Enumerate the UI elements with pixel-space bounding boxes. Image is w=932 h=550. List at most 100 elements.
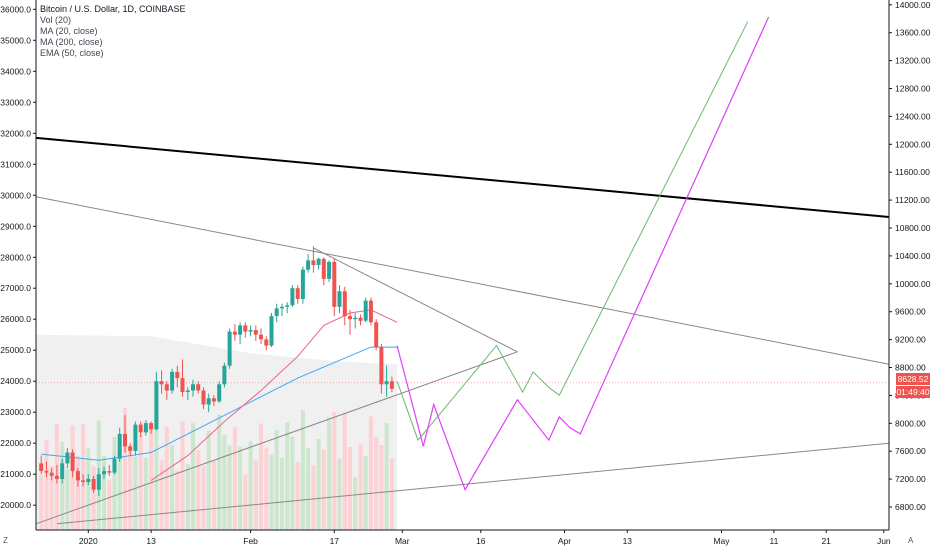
candle-body[interactable] [65, 452, 70, 464]
candle-body[interactable] [238, 325, 243, 335]
volume-bar [311, 464, 316, 531]
candle-body[interactable] [337, 291, 342, 307]
trendline-1[interactable] [35, 136, 890, 218]
candle-body[interactable] [374, 322, 379, 348]
candle-body[interactable] [348, 316, 352, 320]
legend-volume[interactable]: Vol (20) [40, 15, 72, 25]
candle-body[interactable] [117, 433, 122, 459]
candle-body[interactable] [75, 471, 80, 481]
volume-bar [337, 458, 342, 530]
left-tick-label: 31000.0 [0, 159, 31, 169]
candle-body[interactable] [274, 308, 279, 317]
candle-body[interactable] [133, 424, 138, 451]
volume-bar [363, 456, 368, 530]
candle-body[interactable] [49, 472, 54, 476]
x-tick-label: 13 [146, 536, 156, 546]
candle-body[interactable] [206, 398, 211, 405]
auto-scale-button[interactable]: A [908, 536, 914, 545]
candle-body[interactable] [243, 325, 248, 332]
candle-body[interactable] [138, 424, 143, 433]
candle-body[interactable] [164, 384, 169, 391]
candle-body[interactable] [232, 331, 237, 335]
candle-body[interactable] [363, 300, 368, 321]
candle-body[interactable] [295, 288, 300, 299]
candle-body[interactable] [253, 330, 258, 335]
candle-body[interactable] [342, 291, 347, 317]
trendline-5[interactable] [56, 442, 890, 525]
left-tick-label: 32000.0 [0, 128, 31, 138]
candle-body[interactable] [159, 381, 164, 385]
candle-body[interactable] [332, 261, 337, 307]
candle-body[interactable] [175, 371, 180, 379]
legend-ma200[interactable]: MA (200, close) [40, 37, 103, 47]
volume-bar [60, 442, 65, 530]
candle-body[interactable] [300, 269, 305, 299]
candle-body[interactable] [86, 478, 91, 482]
countdown-tag: 01:49:40 [896, 386, 930, 398]
candle-body[interactable] [149, 423, 154, 430]
candle-body[interactable] [128, 446, 133, 451]
candle-body[interactable] [185, 390, 190, 393]
candle-body[interactable] [227, 331, 232, 366]
candle-body[interactable] [353, 317, 358, 320]
candle-body[interactable] [54, 475, 59, 479]
candle-body[interactable] [321, 258, 326, 279]
candle-body[interactable] [222, 365, 227, 385]
candle-body[interactable] [379, 347, 384, 385]
trendline-2[interactable] [35, 196, 890, 365]
right-tick-label: 8000.00 [895, 418, 926, 428]
candle-body[interactable] [248, 330, 253, 332]
left-tick-label: 33000.0 [0, 97, 31, 107]
candle-body[interactable] [306, 260, 311, 270]
volume-bar [86, 448, 91, 531]
candle-body[interactable] [280, 306, 284, 309]
timezone-button[interactable]: Z [3, 536, 8, 545]
candle-body[interactable] [112, 458, 117, 473]
candle-body[interactable] [259, 334, 263, 340]
candle-body[interactable] [311, 260, 316, 265]
candle-body[interactable] [102, 471, 106, 475]
candle-body[interactable] [154, 381, 159, 430]
trendline-4[interactable] [35, 351, 518, 525]
candle-body[interactable] [70, 452, 75, 472]
candle-body[interactable] [285, 305, 290, 307]
candle-body[interactable] [44, 471, 49, 473]
candle-body[interactable] [264, 339, 269, 346]
volume-bar [300, 410, 305, 530]
candle-body[interactable] [123, 433, 127, 447]
candle-body[interactable] [60, 463, 65, 479]
candle-body[interactable] [191, 384, 195, 391]
right-tick-label: 13600.00 [895, 28, 931, 38]
candle-body[interactable] [143, 423, 148, 433]
candle-body[interactable] [327, 261, 332, 279]
legend-ma20[interactable]: MA (20, close) [40, 26, 98, 36]
candle-body[interactable] [81, 480, 86, 482]
volume-bar [123, 408, 127, 530]
candle-body[interactable] [211, 398, 216, 402]
candle-body[interactable] [107, 471, 112, 473]
trendline-3[interactable] [313, 247, 518, 353]
right-tick-label: 12800.00 [895, 84, 931, 94]
volume-bar [49, 466, 54, 530]
candle-body[interactable] [170, 371, 175, 391]
candle-body[interactable] [196, 384, 201, 391]
volume-bar [107, 480, 112, 531]
candle-body[interactable] [384, 381, 389, 385]
candle-body[interactable] [389, 381, 394, 389]
candle-body[interactable] [180, 378, 185, 392]
candle-body[interactable] [269, 316, 274, 346]
candle-body[interactable] [358, 317, 363, 321]
candle-body[interactable] [96, 474, 101, 490]
candle-body[interactable] [217, 384, 222, 402]
candle-body[interactable] [368, 300, 373, 323]
candle-body[interactable] [39, 463, 44, 472]
right-tick-label: 7200.00 [895, 474, 926, 484]
volume-bar [175, 470, 180, 530]
candle-body[interactable] [290, 288, 295, 306]
candle-body[interactable] [316, 258, 321, 265]
candle-body[interactable] [91, 478, 96, 490]
legend-ema50[interactable]: EMA (50, close) [40, 48, 104, 58]
volume-bar [280, 458, 284, 530]
candle-body[interactable] [201, 390, 206, 405]
